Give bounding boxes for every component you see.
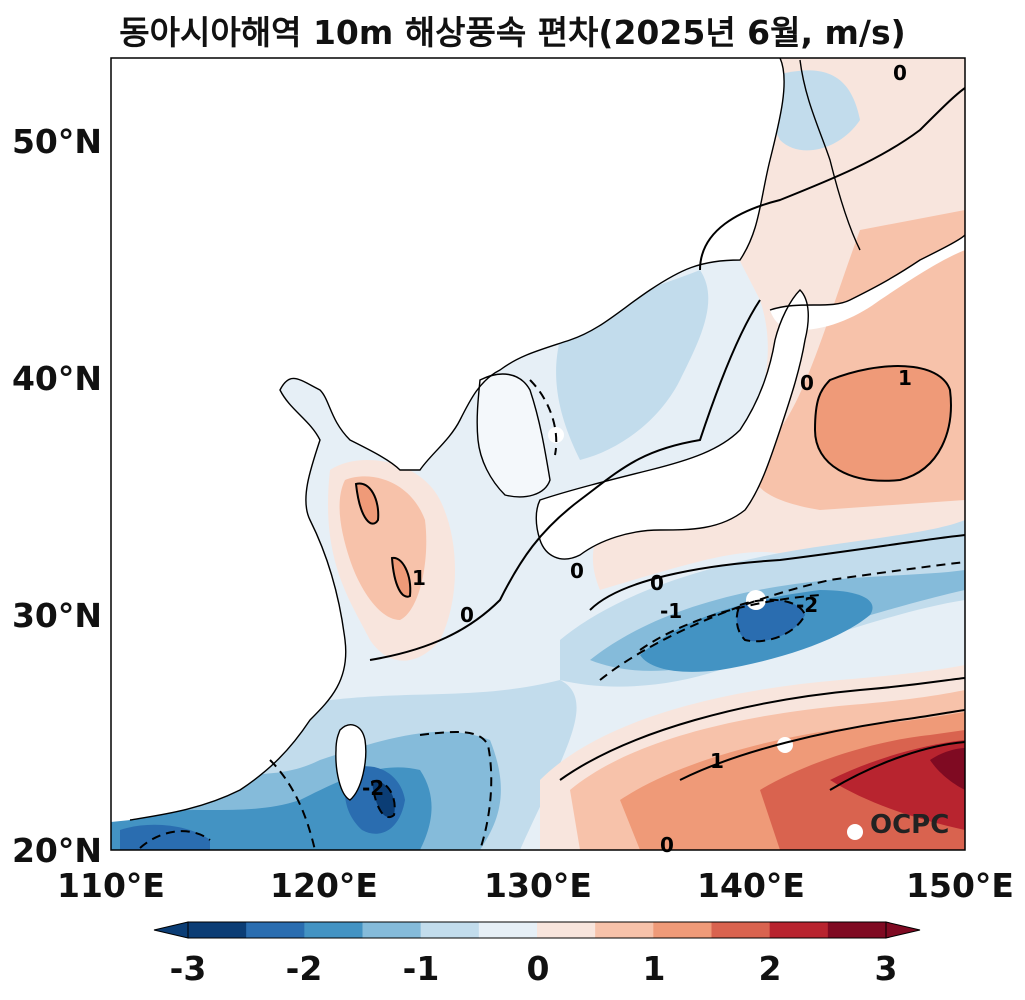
contour-label: 0	[893, 61, 907, 85]
colorbar	[153, 921, 921, 939]
colorbar-tick-label: 0	[527, 949, 550, 988]
y-tick-label: 20°N	[12, 831, 102, 870]
contour-label: 0	[570, 559, 584, 583]
x-tick-label: 120°E	[270, 866, 378, 905]
x-axis: 110°E 120°E 130°E 140°E 150°E	[57, 866, 1014, 905]
colorbar-segment	[537, 922, 596, 938]
colorbar-frame	[187, 921, 887, 939]
colorbar-tick-label: -3	[170, 949, 207, 988]
contour-label: -2	[796, 593, 818, 617]
colorbar-segment	[246, 922, 305, 938]
colorbar-segment	[653, 922, 712, 938]
contour-label: 0	[650, 571, 664, 595]
y-tick-label: 50°N	[12, 122, 102, 161]
y-tick-label: 30°N	[12, 596, 102, 635]
colorbar-tick-label: -1	[403, 949, 440, 988]
colorbar-tick-label: 3	[875, 949, 898, 988]
colorbar-segment	[362, 922, 422, 938]
colorbar-ticks: -3 -2 -1 0 1 2 3	[170, 949, 898, 988]
contour-lines	[354, 87, 965, 791]
map-frame	[110, 57, 966, 851]
negative-contour-lines	[139, 379, 965, 850]
contour-label: 1	[898, 366, 912, 390]
colorbar-segment	[478, 922, 538, 938]
y-axis: 20°N 30°N 40°N 50°N	[12, 122, 102, 870]
colorbar-segment	[420, 922, 480, 938]
colorbar-segment	[711, 922, 771, 938]
contour-label: 0	[800, 371, 814, 395]
colorbar-segment	[188, 922, 247, 938]
x-tick-label: 130°E	[484, 866, 592, 905]
colorbar-extend-high	[885, 921, 921, 939]
colorbar-segment	[827, 922, 887, 938]
x-tick-label: 110°E	[57, 866, 165, 905]
coastlines	[129, 58, 965, 821]
colorbar-extend-low	[153, 921, 189, 939]
ocpc-watermark: OCPC	[870, 810, 949, 840]
colorbar-segment	[595, 922, 654, 938]
colorbar-segment	[769, 922, 829, 938]
contour-label: -1	[660, 599, 682, 623]
map-title: 동아시아해역 10m 해상풍속 편차(2025년 6월, m/s)	[119, 13, 906, 52]
colorbar-segment	[304, 922, 363, 938]
colorbar-tick-label: 1	[643, 949, 666, 988]
colorbar-tick-label: 2	[759, 949, 782, 988]
contour-label: 1	[710, 749, 724, 773]
contour-label: 0	[660, 833, 674, 857]
x-tick-label: 150°E	[906, 866, 1014, 905]
contour-labels: 0 0 0 0 -1 -2 -2 1 1 1 0 0	[362, 61, 912, 857]
y-tick-label: 40°N	[12, 359, 102, 398]
x-tick-label: 140°E	[697, 866, 805, 905]
contour-label: 1	[412, 566, 426, 590]
contour-label: -2	[362, 776, 384, 800]
colorbar-tick-label: -2	[286, 949, 323, 988]
contour-label: 0	[460, 603, 474, 627]
